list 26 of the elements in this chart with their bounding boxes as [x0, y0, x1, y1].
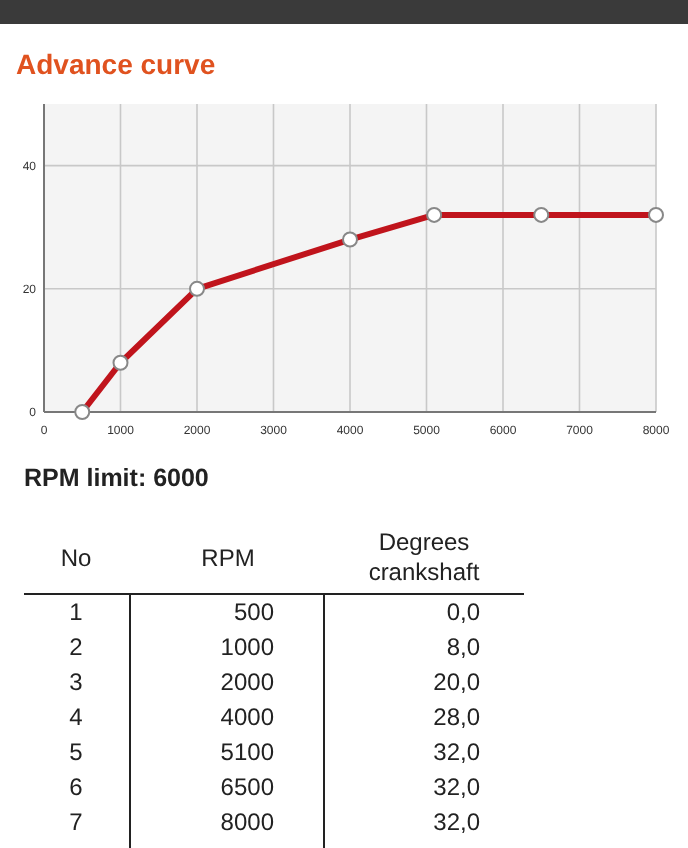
text: 6500: [220, 773, 275, 801]
text: RPM limit: 6000: [24, 464, 209, 492]
text: 0,0: [446, 598, 481, 626]
text: 7: [69, 808, 84, 836]
text: 2: [69, 633, 84, 661]
text: 3: [69, 668, 84, 696]
text: 5: [69, 738, 84, 766]
text: RPM: [201, 544, 255, 572]
chart-title: Advance curve: [16, 48, 216, 80]
text: 5100: [220, 738, 275, 766]
text: 28,0: [433, 703, 481, 731]
text: Degrees crankshaft: [368, 528, 481, 586]
text: 4000: [220, 703, 275, 731]
text: No: [60, 544, 92, 572]
text: 6: [69, 773, 84, 801]
text: 4: [69, 703, 84, 731]
text: 32,0: [433, 773, 481, 801]
text: 8000: [220, 808, 275, 836]
text: 32,0: [433, 808, 481, 836]
text: 8,0: [446, 633, 481, 661]
text: 32,0: [433, 738, 481, 766]
text: 1: [69, 598, 84, 626]
text: 2000: [220, 668, 275, 696]
text: 1000: [220, 633, 275, 661]
text: 20,0: [433, 668, 481, 696]
text: 500: [233, 598, 275, 626]
